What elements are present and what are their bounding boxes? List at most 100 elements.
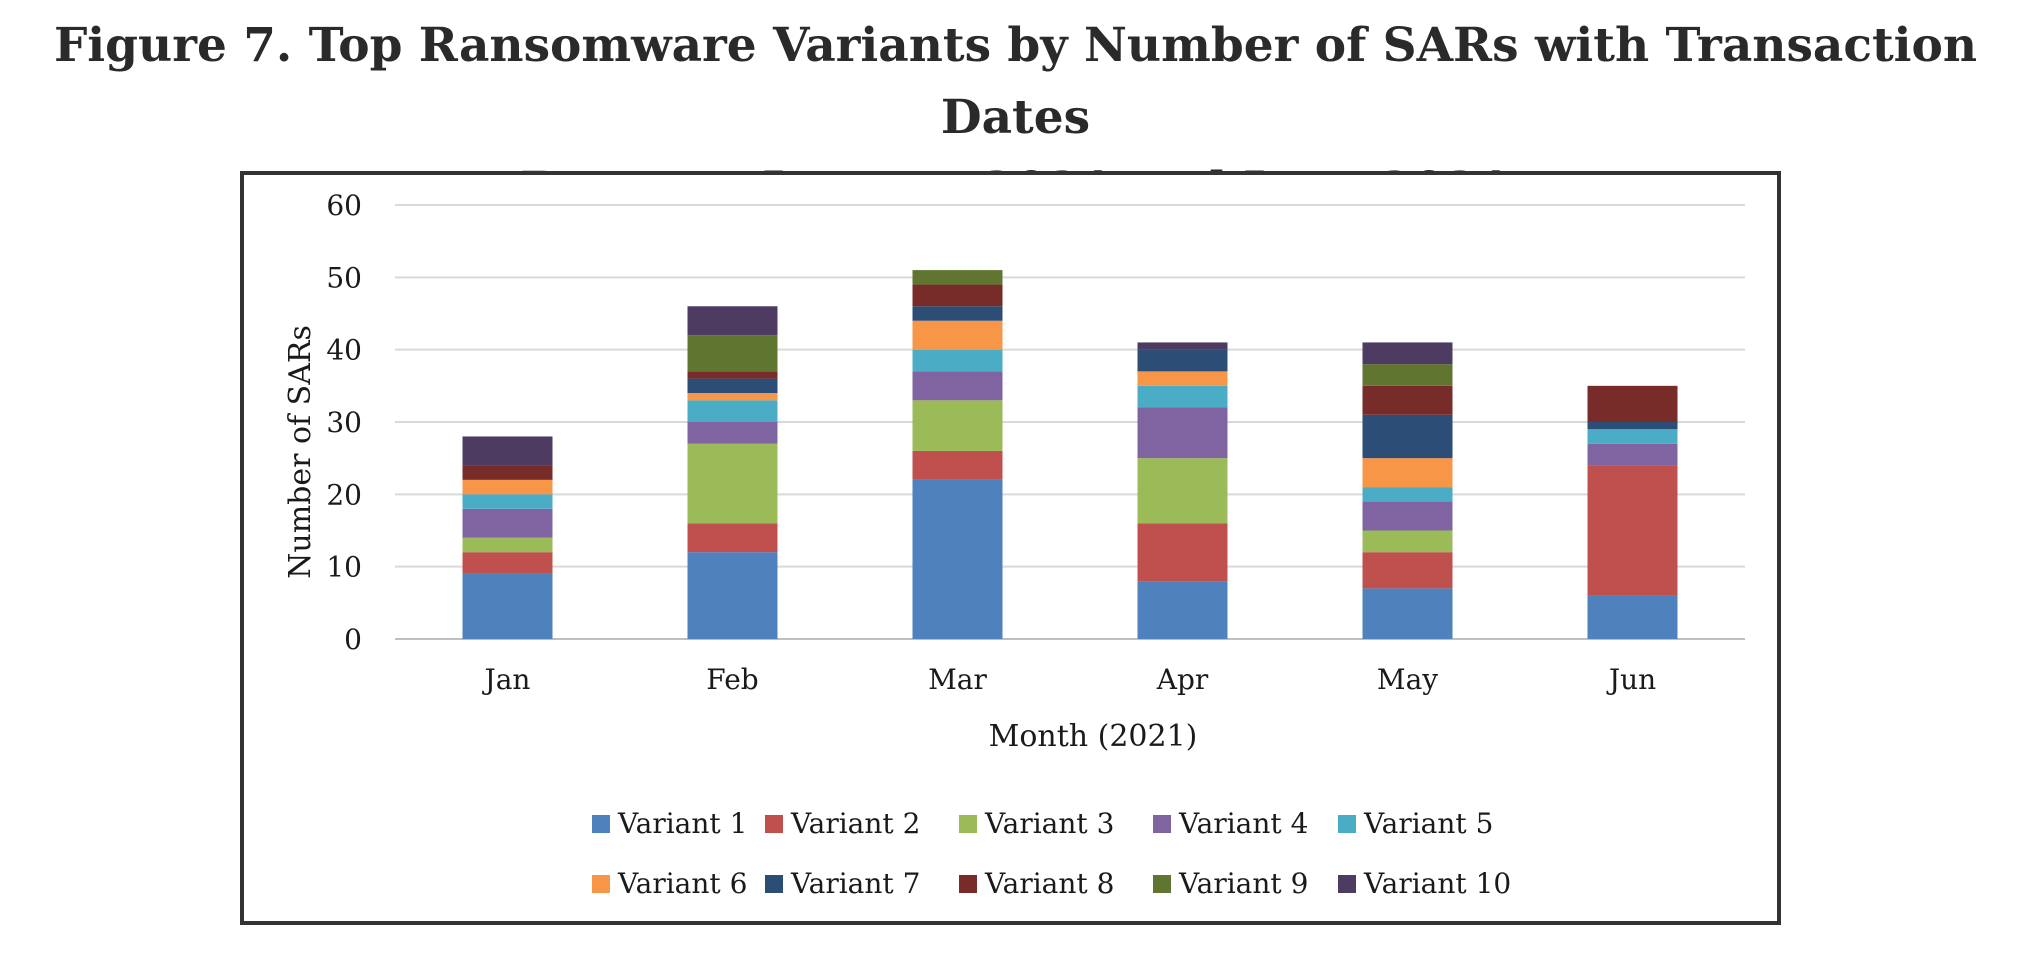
legend-item: Variant 4	[1153, 807, 1308, 840]
bar-segment	[912, 371, 1003, 401]
bar-segment	[1137, 342, 1228, 350]
y-tick-label: 50	[326, 261, 362, 294]
legend-swatch	[765, 815, 783, 833]
gridlines	[395, 204, 1745, 640]
legend-swatch	[959, 875, 977, 893]
bar-segment	[1362, 552, 1453, 589]
bar-segment	[912, 284, 1003, 307]
y-axis-label: Number of SARs	[283, 325, 318, 579]
bar-segment	[1137, 349, 1228, 372]
bar-segment	[687, 523, 778, 553]
legend-item: Variant 8	[959, 867, 1114, 900]
bar-segment	[912, 320, 1003, 350]
bar-segment	[687, 393, 778, 401]
bar-segment	[462, 552, 553, 574]
bar-segment	[687, 400, 778, 422]
legend-item: Variant 7	[765, 867, 920, 900]
x-tick-label: Feb	[706, 663, 758, 696]
bar-segment	[1362, 414, 1453, 459]
bar-segment	[1137, 385, 1228, 408]
legend-item: Variant 6	[592, 867, 747, 900]
legend-label: Variant 1	[617, 807, 747, 840]
bar-segment	[1362, 364, 1453, 386]
bar-segment	[1137, 458, 1228, 524]
bar-segment	[1362, 487, 1453, 502]
legend-label: Variant 2	[790, 807, 920, 840]
x-tick-label: Mar	[928, 663, 987, 696]
x-tick-label: Jun	[1606, 663, 1656, 696]
legend-swatch	[1153, 815, 1171, 833]
bar-segment	[1137, 407, 1228, 459]
bar-segment	[1362, 342, 1453, 365]
bar-segment	[462, 537, 553, 553]
bar-segment	[1362, 530, 1453, 553]
bar-segment	[912, 400, 1003, 451]
bar-segment	[1362, 501, 1453, 531]
bar-segment	[1587, 429, 1678, 444]
bar-segment	[1587, 443, 1678, 466]
legend-label: Variant 8	[984, 867, 1114, 900]
y-tick-label: 40	[326, 334, 362, 367]
bar-segment	[1362, 385, 1453, 415]
bar-segment	[687, 378, 778, 394]
legend-label: Variant 5	[1363, 807, 1493, 840]
bar-segment	[462, 494, 553, 509]
legend-swatch	[592, 815, 610, 833]
legend-item: Variant 1	[592, 807, 747, 840]
bar-segment	[1587, 385, 1678, 422]
bar-segment	[462, 573, 553, 639]
bar-segment	[1587, 595, 1678, 639]
y-tick-label: 0	[344, 623, 362, 656]
y-axis-ticks: 0 10 20 30 40 50 60	[326, 189, 362, 656]
bar-segment	[1587, 465, 1678, 596]
legend-swatch	[1153, 875, 1171, 893]
bar-segment	[1137, 581, 1228, 639]
legend-label: Variant 6	[617, 867, 747, 900]
y-tick-label: 30	[326, 406, 362, 439]
bar-segment	[1362, 588, 1453, 639]
x-axis-label: Month (2021)	[989, 719, 1198, 754]
bar-segment	[912, 270, 1003, 285]
legend-label: Variant 7	[790, 867, 920, 900]
legend-swatch	[592, 875, 610, 893]
y-tick-label: 10	[326, 551, 362, 584]
legend-item: Variant 10	[1338, 867, 1511, 900]
x-tick-label: Jan	[482, 663, 531, 696]
legend-label: Variant 4	[1178, 807, 1308, 840]
legend-item: Variant 5	[1338, 807, 1493, 840]
bar-segment	[912, 479, 1003, 639]
bar-segment	[1137, 523, 1228, 582]
x-tick-label: Apr	[1156, 663, 1209, 696]
legend-label: Variant 3	[984, 807, 1114, 840]
bar-segment	[687, 335, 778, 372]
bar-segment	[462, 465, 553, 480]
bar-segment	[912, 349, 1003, 372]
bars	[462, 270, 1678, 639]
bar-segment	[687, 422, 778, 444]
x-tick-label: May	[1377, 663, 1438, 696]
legend-swatch	[959, 815, 977, 833]
bar-segment	[687, 306, 778, 336]
legend-swatch	[1338, 815, 1356, 833]
bar-segment	[687, 371, 778, 379]
legend-label: Variant 10	[1363, 867, 1511, 900]
bar-segment	[462, 436, 553, 466]
legend-swatch	[1338, 875, 1356, 893]
stacked-bar-chart: 0 10 20 30 40 50 60 Jan Feb Mar Apr May Jun Number …	[283, 189, 1745, 900]
bar-segment	[1587, 422, 1678, 430]
bar-segment	[462, 479, 553, 495]
legend-item: Variant 9	[1153, 867, 1308, 900]
legend-item: Variant 2	[765, 807, 920, 840]
y-tick-label: 60	[326, 189, 362, 222]
legend-swatch	[765, 875, 783, 893]
bar-segment	[1362, 458, 1453, 488]
y-tick-label: 20	[326, 478, 362, 511]
legend: Variant 1 Variant 2 Variant 3 Variant 4 Vari…	[592, 807, 1511, 900]
legend-item: Variant 3	[959, 807, 1114, 840]
bar-segment	[687, 443, 778, 524]
bar-segment	[687, 552, 778, 639]
bar-segment	[1137, 371, 1228, 386]
legend-label: Variant 9	[1178, 867, 1308, 900]
bar-segment	[912, 450, 1003, 480]
bar-segment	[912, 306, 1003, 321]
